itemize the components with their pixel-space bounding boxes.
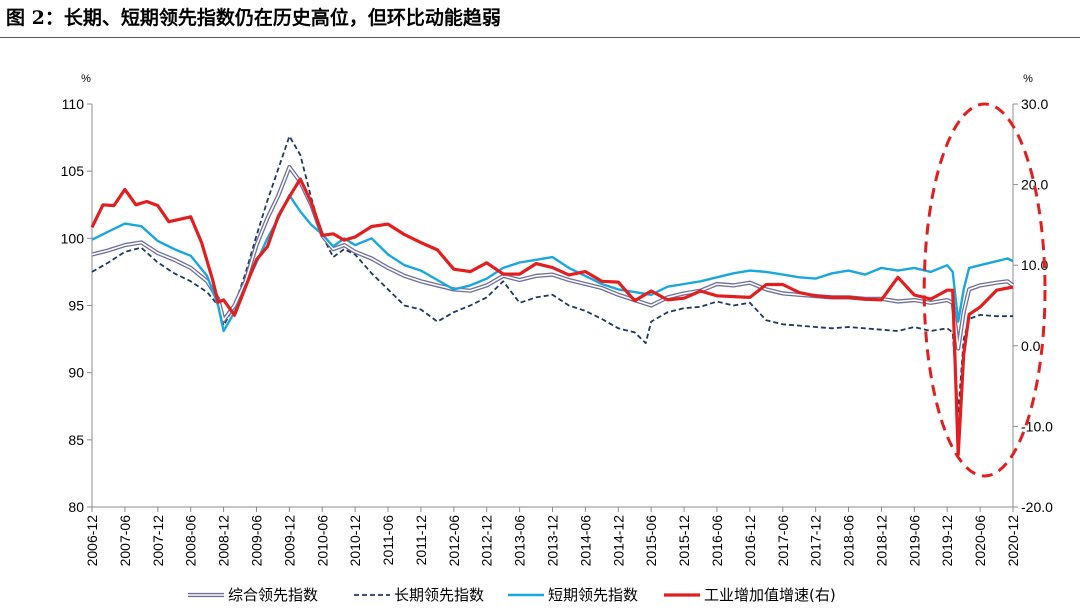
x-tick-label: 2016-06 [709,515,725,567]
right-axis-unit: % [1023,73,1033,85]
legend-item-long-term: 长期领先指数 [354,586,484,604]
x-tick-label: 2006-12 [84,515,100,567]
x-tick-label: 2013-12 [545,515,561,567]
series-line-composite-inner [91,166,1014,350]
x-tick-label: 2020-06 [972,515,988,567]
right-tick-label: 20.0 [1021,177,1048,193]
figure-title: 图 2：长期、短期领先指数仍在历史高位，但环比动能趋弱 [6,7,501,29]
left-tick-label: 80 [68,499,84,515]
left-tick-label: 90 [68,365,84,381]
x-tick-label: 2013-06 [512,515,528,567]
series-line-industrial [90,177,1014,457]
left-axis-unit: % [81,73,91,85]
x-tick-label: 2009-12 [281,515,297,567]
x-tick-label: 2010-06 [314,515,330,567]
x-tick-label: 2014-06 [577,515,593,567]
title-rule [0,37,1080,38]
x-tick-label: 2019-06 [906,515,922,567]
x-tick-label: 2016-12 [742,515,758,567]
x-tick-label: 2008-06 [183,515,199,567]
legend-item-industrial: 工业增加值增速(右) [664,586,836,604]
x-tick-label: 2019-12 [939,515,955,567]
left-tick-label: 105 [61,163,85,179]
legend-label: 长期领先指数 [394,586,484,604]
x-tick-label: 2017-06 [775,515,791,567]
plot-area [90,135,1015,457]
legend-label: 综合领先指数 [228,586,318,604]
x-tick-label: 2012-12 [479,515,495,567]
left-tick-label: 110 [62,96,85,112]
left-tick-label: 85 [68,432,84,448]
x-tick-label: 2017-12 [808,515,824,567]
left-tick-label: 95 [68,298,84,314]
x-tick-label: 2008-12 [216,515,232,567]
x-tick-label: 2015-12 [676,515,692,567]
x-tick-label: 2014-12 [610,515,626,567]
legend-item-short-term: 短期领先指数 [508,586,638,604]
x-tick-label: 2007-06 [117,515,133,567]
right-tick-label: 0.0 [1021,338,1041,354]
legend-label: 短期领先指数 [548,586,638,604]
right-tick-label: 10.0 [1021,257,1048,273]
legend: 综合领先指数 长期领先指数 短期领先指数 工业增加值增速(右) [188,586,836,604]
x-tick-label: 2015-06 [643,515,659,567]
x-tick-label: 2012-06 [446,515,462,567]
legend-label: 工业增加值增速(右) [704,586,836,604]
x-tick-label: 2020-12 [1005,515,1021,567]
series-line-long-term [91,135,1013,414]
right-tick-label: -10.0 [1021,418,1053,434]
x-tick-label: 2007-12 [150,515,166,567]
x-tick-label: 2018-12 [873,515,889,567]
highlight-ellipse [922,102,1047,478]
x-tick-label: 2011-12 [413,515,429,566]
right-tick-label: 30.0 [1021,96,1048,112]
x-tick-label: 2010-12 [347,515,363,567]
left-tick-label: 100 [61,230,85,246]
x-tick-label: 2018-06 [841,515,857,567]
x-tick-label: 2009-06 [248,515,264,567]
x-tick-label: 2011-06 [380,515,396,566]
legend-item-composite: 综合领先指数 [188,586,318,604]
right-tick-label: -20.0 [1021,499,1053,515]
